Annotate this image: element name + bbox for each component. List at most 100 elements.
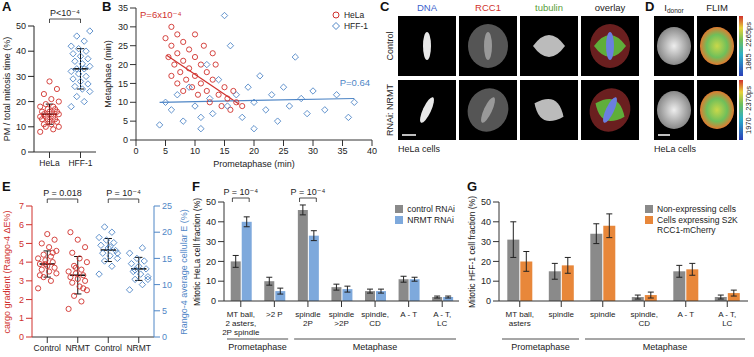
html-text:control RNAi: control RNAi xyxy=(407,204,455,214)
svg-text:30: 30 xyxy=(481,237,491,247)
svg-text:Prometaphase: Prometaphase xyxy=(511,342,570,352)
svg-text:MT ball,asters: MT ball,asters xyxy=(506,310,534,328)
svg-text:5: 5 xyxy=(123,116,128,126)
svg-text:overlay: overlay xyxy=(595,2,626,13)
svg-text:HFF-1: HFF-1 xyxy=(68,158,92,168)
svg-text:0: 0 xyxy=(123,135,128,145)
svg-text:20: 20 xyxy=(162,227,172,237)
svg-text:10: 10 xyxy=(118,97,128,107)
svg-text:30: 30 xyxy=(308,146,318,156)
svg-text:25: 25 xyxy=(278,146,288,156)
svg-text:25: 25 xyxy=(118,41,128,51)
svg-text:5: 5 xyxy=(19,239,24,249)
svg-text:5: 5 xyxy=(162,306,167,316)
svg-text:tubulin: tubulin xyxy=(535,2,563,13)
svg-text:4: 4 xyxy=(19,257,24,267)
svg-text:10: 10 xyxy=(16,122,26,132)
svg-text:20: 20 xyxy=(206,257,216,267)
svg-text:15: 15 xyxy=(219,146,229,156)
svg-text:35: 35 xyxy=(337,146,347,156)
svg-text:Metaphase: Metaphase xyxy=(353,342,398,352)
svg-text:Control: Control xyxy=(34,343,62,353)
svg-text:20: 20 xyxy=(249,146,259,156)
svg-text:A - T,LC: A - T,LC xyxy=(433,310,451,328)
svg-text:>2 P: >2 P xyxy=(266,310,283,319)
html-text:B: B xyxy=(102,0,112,14)
svg-text:0: 0 xyxy=(162,332,167,342)
svg-text:NRMT: NRMT xyxy=(126,343,151,353)
svg-text:P<10⁻⁴: P<10⁻⁴ xyxy=(50,8,80,18)
svg-text:50: 50 xyxy=(481,197,491,207)
svg-text:7: 7 xyxy=(19,201,24,211)
html-text:NRMT RNAi: NRMT RNAi xyxy=(407,215,454,225)
svg-text:Control: Control xyxy=(95,343,123,353)
svg-text:0: 0 xyxy=(486,296,491,306)
svg-text:10: 10 xyxy=(206,276,216,286)
svg-text:FLIM: FLIM xyxy=(706,2,728,13)
html-text:Metaphase (min): Metaphase (min) xyxy=(103,40,113,108)
svg-text:spindle: spindle xyxy=(590,310,616,319)
svg-text:6: 6 xyxy=(19,220,24,230)
svg-text:A - T,LC: A - T,LC xyxy=(718,310,736,328)
svg-text:P = 10⁻⁴: P = 10⁻⁴ xyxy=(291,187,326,197)
svg-text:50: 50 xyxy=(206,197,216,207)
svg-text:0: 0 xyxy=(133,146,138,156)
svg-text:A - T: A - T xyxy=(400,310,417,319)
svg-text:Idonor: Idonor xyxy=(664,2,684,14)
html-text:P=0.64: P=0.64 xyxy=(339,76,370,88)
svg-text:NRMT: NRMT xyxy=(65,343,90,353)
svg-text:P = 10⁻⁴: P = 10⁻⁴ xyxy=(106,188,141,198)
html-text:Rango-4 average cellular E (%): Rango-4 average cellular E (%) xyxy=(179,208,189,335)
svg-text:20: 20 xyxy=(16,97,26,107)
svg-text:30: 30 xyxy=(118,22,128,32)
html-text:P=6x10⁻⁴: P=6x10⁻⁴ xyxy=(140,9,182,20)
svg-text:3: 3 xyxy=(19,276,24,286)
svg-text:spindle>2P: spindle>2P xyxy=(329,310,355,328)
svg-text:15: 15 xyxy=(162,254,172,264)
html-text:A: A xyxy=(2,0,12,14)
svg-text:A - T: A - T xyxy=(677,310,694,319)
svg-text:20: 20 xyxy=(118,60,128,70)
svg-text:5: 5 xyxy=(163,146,168,156)
html-text:G: G xyxy=(467,179,478,194)
svg-text:spindle,CD: spindle,CD xyxy=(630,310,658,328)
html-text:HeLa: HeLa xyxy=(343,10,365,20)
html-text:PM / total mitosis time (%): PM / total mitosis time (%) xyxy=(2,36,12,142)
html-text:Prometaphase (min): Prometaphase (min) xyxy=(213,159,295,169)
svg-text:RCC1: RCC1 xyxy=(475,2,501,13)
svg-text:spindle2P: spindle2P xyxy=(295,310,321,328)
svg-text:Metaphase: Metaphase xyxy=(643,342,688,352)
svg-text:20: 20 xyxy=(481,257,491,267)
svg-text:HeLa: HeLa xyxy=(39,158,60,168)
svg-text:40: 40 xyxy=(16,46,26,56)
svg-text:0: 0 xyxy=(211,296,216,306)
svg-text:0: 0 xyxy=(21,147,26,157)
svg-text:2: 2 xyxy=(19,295,24,305)
svg-text:spindle,CD: spindle,CD xyxy=(361,310,389,328)
svg-text:10: 10 xyxy=(162,280,172,290)
svg-text:40: 40 xyxy=(481,217,491,227)
svg-text:50: 50 xyxy=(16,21,26,31)
html-text:Non-expressing cells: Non-expressing cells xyxy=(657,204,736,214)
svg-text:30: 30 xyxy=(16,72,26,82)
svg-text:10: 10 xyxy=(190,146,200,156)
html-text:HFF-1: HFF-1 xyxy=(343,21,368,31)
svg-text:0: 0 xyxy=(19,332,24,342)
svg-text:10: 10 xyxy=(481,276,491,286)
svg-text:15: 15 xyxy=(118,79,128,89)
html-text:cargo gradient (Rango-4 ΔE%): cargo gradient (Rango-4 ΔE%) xyxy=(2,210,12,333)
svg-text:40: 40 xyxy=(367,146,377,156)
svg-text:spindle: spindle xyxy=(549,310,575,319)
svg-text:35: 35 xyxy=(118,3,128,13)
svg-text:30: 30 xyxy=(206,237,216,247)
svg-text:1: 1 xyxy=(19,313,24,323)
html-text:Mitotic HeLa cell fraction (%): Mitotic HeLa cell fraction (%) xyxy=(192,197,202,306)
svg-text:MT ball,2 asters,2P spindle: MT ball,2 asters,2P spindle xyxy=(222,310,260,337)
svg-text:P = 10⁻⁴: P = 10⁻⁴ xyxy=(223,187,258,197)
svg-text:P = 0.018: P = 0.018 xyxy=(43,188,82,198)
html-text:Cells expressing S2K RCC1-mChe: Cells expressing S2K RCC1-mCherry xyxy=(657,215,738,235)
svg-text:DNA: DNA xyxy=(417,2,438,13)
svg-text:25: 25 xyxy=(162,201,172,211)
svg-text:40: 40 xyxy=(206,217,216,227)
svg-text:Prometaphase: Prometaphase xyxy=(228,342,287,352)
